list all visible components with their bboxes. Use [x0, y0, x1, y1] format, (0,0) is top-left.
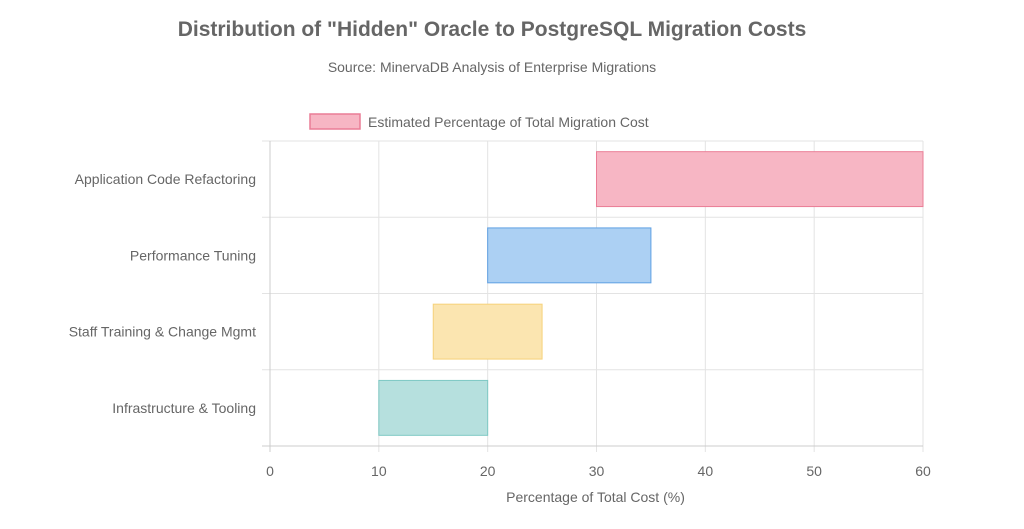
bar[interactable] — [487, 227, 652, 284]
x-tick-label: 20 — [480, 463, 496, 479]
bar[interactable] — [378, 379, 489, 436]
bar-layer — [378, 151, 924, 436]
x-tick-label: 40 — [698, 463, 714, 479]
x-tick-label: 10 — [371, 463, 387, 479]
x-tick-label: 50 — [806, 463, 822, 479]
x-tick-label: 30 — [589, 463, 605, 479]
category-label: Infrastructure & Tooling — [112, 400, 256, 416]
x-tick-label: 60 — [915, 463, 931, 479]
axis-layer: 0 10 20 30 40 50 60 Application Code Refactorin… — [69, 141, 931, 479]
chart-subtitle: Source: MinervaDB Analysis of Enterprise… — [327, 59, 657, 75]
bar[interactable] — [596, 151, 924, 208]
category-label: Application Code Refactoring — [75, 171, 256, 187]
category-label: Performance Tuning — [130, 247, 256, 263]
x-axis-title: Percentage of Total Cost (%) — [506, 489, 685, 505]
legend-label: Estimated Percentage of Total Migration … — [368, 114, 649, 130]
category-label: Staff Training & Change Mgmt — [69, 324, 256, 340]
legend[interactable]: Estimated Percentage of Total Migration … — [309, 113, 649, 130]
x-tick-label: 0 — [266, 463, 274, 479]
chart-title: Distribution of "Hidden" Oracle to Postg… — [177, 18, 807, 41]
legend-swatch — [309, 113, 361, 130]
bar[interactable] — [432, 303, 543, 360]
